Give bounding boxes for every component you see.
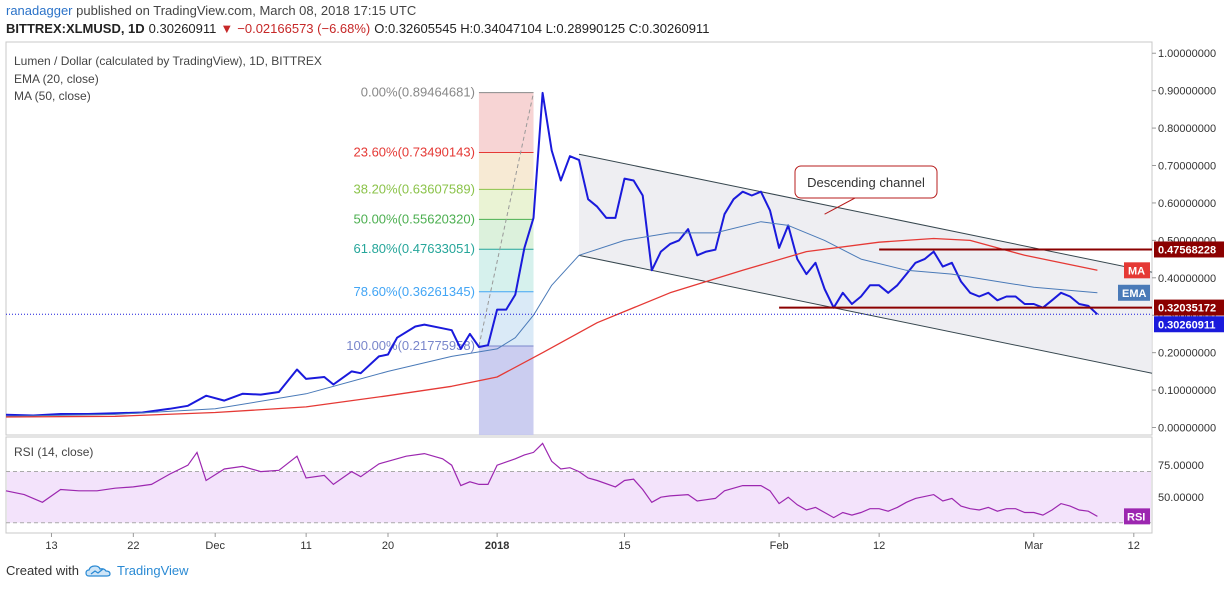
x-tick-label: 20	[382, 540, 394, 552]
x-tick-label: 12	[873, 540, 885, 552]
tradingview-brand[interactable]: TradingView	[116, 563, 189, 578]
y-tick-label: 0.80000000	[1158, 123, 1216, 135]
annotation-pointer	[824, 197, 856, 215]
ma-legend[interactable]: MA (50, close)	[14, 89, 91, 103]
last-price-label: 0.30260911	[1158, 319, 1216, 331]
down-arrow-icon: ▼	[220, 21, 234, 36]
fib-zone	[478, 219, 534, 250]
last-price-tag	[1154, 316, 1224, 333]
symbol-info: BITTREX:XLMUSD, 1D 0.30260911 ▼ −0.02166573…	[6, 21, 709, 36]
y-tick-label: 0.50000000	[1158, 235, 1216, 247]
x-tick-label: 2018	[485, 540, 509, 552]
price-change: −0.02166573 (−6.68%)	[237, 21, 371, 36]
channel-line	[578, 254, 1153, 374]
ema-line[interactable]	[5, 221, 1098, 417]
ma-tag	[1124, 262, 1150, 279]
y-tick-label: 0.40000000	[1158, 273, 1216, 285]
ohlc-values: O:0.32605545 H:0.34047104 L:0.28990125 C…	[374, 21, 710, 36]
fib-level-label: 78.60%(0.36261345)	[354, 284, 475, 299]
level-price-tag	[1154, 299, 1224, 316]
y-tick-label: 0.20000000	[1158, 348, 1216, 360]
fib-zone	[478, 291, 534, 346]
channel-line	[578, 153, 1153, 273]
rsi-y-tick-label: 50.00000	[1158, 492, 1204, 504]
y-tick-label: 0.60000000	[1158, 198, 1216, 210]
x-tick-label: 13	[45, 540, 57, 552]
level-price-label: 0.32035172	[1158, 303, 1216, 315]
x-tick-label: Mar	[1024, 540, 1043, 552]
x-tick-label: 11	[300, 540, 311, 552]
publish-info: ranadagger published on TradingView.com,…	[6, 3, 416, 18]
fib-level-label: 50.00%(0.55620320)	[354, 211, 475, 226]
ma-line[interactable]	[5, 237, 1098, 418]
annotation-box[interactable]	[794, 165, 938, 199]
rsi-line[interactable]	[5, 442, 1098, 519]
fib-level-label: 23.60%(0.73490143)	[354, 144, 475, 159]
y-tick-label: 0.30000000	[1158, 310, 1216, 322]
y-tick-label: 0.90000000	[1158, 86, 1216, 98]
level-price-tag	[1154, 241, 1224, 258]
rsi-tag-label: RSI	[1127, 511, 1145, 523]
fib-zone	[478, 152, 534, 190]
footer: Created with TradingView	[6, 563, 189, 578]
rsi-y-tick-label: 75.00000	[1158, 460, 1204, 472]
chart-title: Lumen / Dollar (calculated by TradingVie…	[14, 54, 322, 68]
y-tick-label: 0.10000000	[1158, 385, 1216, 397]
y-tick-label: 0.00000000	[1158, 423, 1216, 435]
x-tick-label: 15	[618, 540, 630, 552]
created-with-text: Created with	[6, 563, 79, 578]
x-tick-label: 22	[127, 540, 139, 552]
rsi-band	[7, 471, 1151, 523]
level-price-label: 0.47568228	[1158, 244, 1216, 256]
x-tick-label: Feb	[770, 540, 789, 552]
rsi-title: RSI (14, close)	[14, 445, 93, 459]
annotation-text: Descending channel	[807, 175, 925, 190]
fib-zone	[478, 92, 534, 153]
fib-zone	[478, 249, 534, 292]
fib-level-label: 61.80%(0.47633051)	[354, 241, 475, 256]
x-tick-label: Dec	[205, 540, 225, 552]
symbol-label: BITTREX:XLMUSD, 1D	[6, 21, 145, 36]
main-pane-border	[5, 41, 1153, 436]
author-name[interactable]: ranadagger	[6, 3, 73, 18]
tradingview-cloud-icon	[85, 564, 111, 577]
ema-tag-label: EMA	[1122, 288, 1147, 300]
fib-level-label: 0.00%(0.89464681)	[361, 85, 475, 100]
fib-zone	[478, 189, 534, 220]
price-line[interactable]	[5, 91, 1099, 417]
fib-level-label: 100.00%(0.21775958)	[346, 338, 475, 353]
ma-tag-label: MA	[1128, 265, 1145, 277]
fib-level-label: 38.20%(0.63607589)	[354, 181, 475, 196]
rsi-pane-border	[5, 436, 1153, 534]
y-tick-label: 0.70000000	[1158, 161, 1216, 173]
y-tick-label: 1.00000000	[1158, 48, 1216, 60]
ema-legend[interactable]: EMA (20, close)	[14, 72, 99, 86]
fib-zone	[478, 345, 534, 435]
channel-fill	[579, 154, 1152, 374]
x-tick-label: 12	[1128, 540, 1140, 552]
fib-trend-line	[478, 92, 535, 347]
publish-text: published on TradingView.com, March 08, …	[76, 3, 417, 18]
rsi-tag	[1124, 508, 1150, 525]
last-price: 0.30260911	[148, 21, 217, 36]
ema-tag	[1118, 284, 1150, 301]
